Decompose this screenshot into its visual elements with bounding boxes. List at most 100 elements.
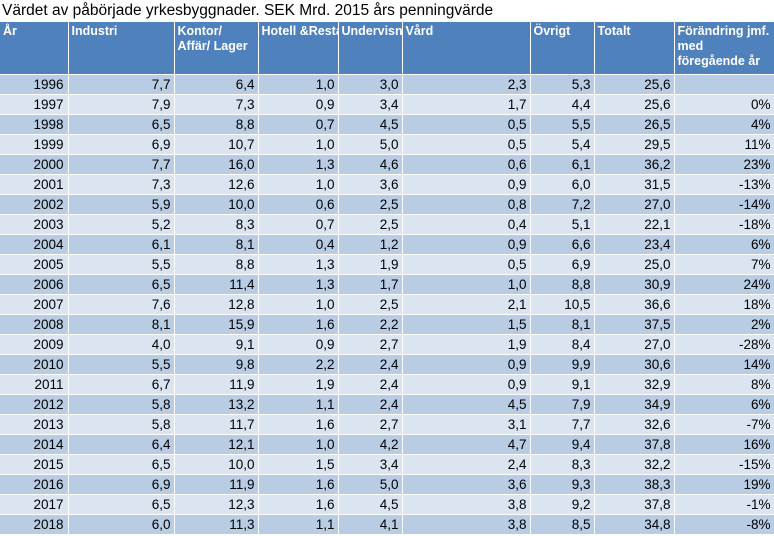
cell-industri[interactable]: 7,9 [68,94,175,115]
cell-kontor[interactable]: 8,8 [174,254,259,275]
cell-ovrigt[interactable]: 9,9 [530,354,595,375]
cell-hotell[interactable]: 1,3 [258,154,339,175]
cell-totalt[interactable]: 27,0 [594,194,675,215]
cell-vard[interactable]: 0,9 [402,354,531,375]
cell-hotell[interactable]: 0,4 [258,234,339,255]
cell-vard[interactable]: 1,7 [402,94,531,115]
cell-totalt[interactable]: 25,6 [594,74,675,95]
cell-ovrigt[interactable]: 8,5 [530,514,595,535]
cell-vard[interactable]: 2,4 [402,454,531,475]
cell-hotell[interactable]: 0,7 [258,114,339,135]
cell-hotell[interactable]: 1,5 [258,454,339,475]
cell-totalt[interactable]: 30,6 [594,354,675,375]
cell-totalt[interactable]: 30,9 [594,274,675,295]
cell-undervisning[interactable]: 1,2 [338,234,403,255]
cell-undervisning[interactable]: 2,5 [338,214,403,235]
cell-totalt[interactable]: 34,9 [594,394,675,415]
cell-ovrigt[interactable]: 5,3 [530,74,595,95]
cell-ovrigt[interactable]: 6,9 [530,254,595,275]
cell-kontor[interactable]: 8,3 [174,214,259,235]
cell-hotell[interactable]: 0,7 [258,214,339,235]
cell-ovrigt[interactable]: 8,4 [530,334,595,355]
cell-ovrigt[interactable]: 9,2 [530,494,595,515]
cell-totalt[interactable]: 29,5 [594,134,675,155]
cell-year[interactable]: 1997 [0,94,69,115]
cell-year[interactable]: 2014 [0,434,69,455]
cell-undervisning[interactable]: 4,2 [338,434,403,455]
cell-year[interactable]: 2017 [0,494,69,515]
cell-forandring[interactable]: 24% [674,274,774,295]
cell-vard[interactable]: 0,9 [402,234,531,255]
cell-industri[interactable]: 6,4 [68,434,175,455]
cell-totalt[interactable]: 38,3 [594,474,675,495]
cell-vard[interactable]: 3,1 [402,414,531,435]
cell-hotell[interactable]: 1,1 [258,394,339,415]
header-ovrigt[interactable]: Övrigt [530,22,595,75]
cell-year[interactable]: 2018 [0,514,69,535]
cell-ovrigt[interactable]: 6,1 [530,154,595,175]
cell-undervisning[interactable]: 5,0 [338,474,403,495]
cell-year[interactable]: 2001 [0,174,69,195]
header-year[interactable]: År [0,22,69,75]
header-vard[interactable]: Vård [402,22,531,75]
cell-ovrigt[interactable]: 7,9 [530,394,595,415]
cell-forandring[interactable]: -1% [674,494,774,515]
cell-totalt[interactable]: 36,6 [594,294,675,315]
cell-ovrigt[interactable]: 5,4 [530,134,595,155]
cell-industri[interactable]: 4,0 [68,334,175,355]
cell-year[interactable]: 2003 [0,214,69,235]
cell-year[interactable]: 2011 [0,374,69,395]
cell-hotell[interactable]: 1,6 [258,474,339,495]
cell-kontor[interactable]: 12,8 [174,294,259,315]
cell-industri[interactable]: 7,7 [68,154,175,175]
cell-vard[interactable]: 0,4 [402,214,531,235]
cell-vard[interactable]: 3,6 [402,474,531,495]
cell-kontor[interactable]: 11,7 [174,414,259,435]
cell-year[interactable]: 2007 [0,294,69,315]
cell-forandring[interactable]: 6% [674,234,774,255]
cell-ovrigt[interactable]: 7,7 [530,414,595,435]
cell-forandring[interactable]: 14% [674,354,774,375]
cell-kontor[interactable]: 10,0 [174,194,259,215]
cell-ovrigt[interactable]: 8,1 [530,314,595,335]
cell-vard[interactable]: 2,1 [402,294,531,315]
header-kontor[interactable]: Kontor/ Affär/ Lager [174,22,259,75]
cell-industri[interactable]: 5,2 [68,214,175,235]
cell-vard[interactable]: 1,0 [402,274,531,295]
cell-hotell[interactable]: 1,0 [258,434,339,455]
cell-industri[interactable]: 8,1 [68,314,175,335]
cell-forandring[interactable]: 4% [674,114,774,135]
cell-totalt[interactable]: 26,5 [594,114,675,135]
cell-undervisning[interactable]: 1,9 [338,254,403,275]
cell-ovrigt[interactable]: 5,1 [530,214,595,235]
cell-kontor[interactable]: 11,3 [174,514,259,535]
cell-totalt[interactable]: 34,8 [594,514,675,535]
cell-ovrigt[interactable]: 4,4 [530,94,595,115]
cell-hotell[interactable]: 0,9 [258,334,339,355]
cell-hotell[interactable]: 1,1 [258,514,339,535]
cell-year[interactable]: 2000 [0,154,69,175]
cell-forandring[interactable]: -15% [674,454,774,475]
cell-hotell[interactable]: 1,0 [258,74,339,95]
cell-vard[interactable]: 0,6 [402,154,531,175]
cell-kontor[interactable]: 16,0 [174,154,259,175]
cell-undervisning[interactable]: 2,7 [338,414,403,435]
cell-undervisning[interactable]: 1,7 [338,274,403,295]
header-hotell[interactable]: Hotell &Resta [258,22,339,75]
cell-undervisning[interactable]: 2,5 [338,194,403,215]
cell-forandring[interactable]: 2% [674,314,774,335]
cell-undervisning[interactable]: 2,7 [338,334,403,355]
cell-year[interactable]: 2006 [0,274,69,295]
cell-year[interactable]: 2013 [0,414,69,435]
cell-industri[interactable]: 6,9 [68,474,175,495]
cell-kontor[interactable]: 9,8 [174,354,259,375]
cell-totalt[interactable]: 37,5 [594,314,675,335]
cell-ovrigt[interactable]: 9,3 [530,474,595,495]
cell-totalt[interactable]: 25,0 [594,254,675,275]
cell-industri[interactable]: 6,9 [68,134,175,155]
cell-industri[interactable]: 7,6 [68,294,175,315]
cell-forandring[interactable]: 7% [674,254,774,275]
cell-undervisning[interactable]: 4,6 [338,154,403,175]
cell-kontor[interactable]: 11,9 [174,374,259,395]
cell-industri[interactable]: 6,7 [68,374,175,395]
